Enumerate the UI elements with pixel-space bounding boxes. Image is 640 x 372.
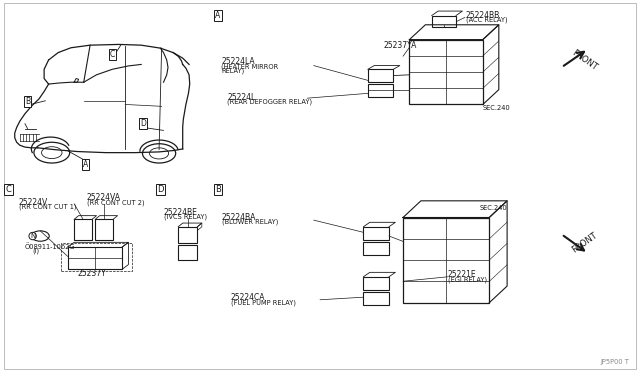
Text: 25224BB: 25224BB (466, 11, 500, 20)
Text: (REAR DEFOGGER RELAY): (REAR DEFOGGER RELAY) (227, 98, 312, 105)
Text: A: A (215, 11, 220, 20)
Text: (RR CONT CUT 1): (RR CONT CUT 1) (19, 204, 76, 211)
Text: D: D (157, 185, 164, 194)
Text: (FUEL PUMP RELAY): (FUEL PUMP RELAY) (230, 299, 296, 306)
Text: D: D (140, 119, 146, 128)
Text: Ö08911-1062G: Ö08911-1062G (25, 243, 76, 250)
Text: N: N (30, 233, 35, 239)
Text: FRONT: FRONT (570, 48, 599, 72)
Text: JP5P00 T: JP5P00 T (601, 359, 630, 365)
Bar (364, 241, 389, 254)
Bar (364, 277, 389, 290)
Text: B: B (215, 185, 221, 194)
Text: 25224LA: 25224LA (221, 57, 255, 66)
Bar (61, 243, 132, 271)
Text: B: B (25, 97, 30, 106)
Bar (68, 247, 122, 269)
Text: 25237Y: 25237Y (77, 269, 106, 278)
Text: SEC.240: SEC.240 (479, 205, 508, 211)
Bar (364, 227, 389, 240)
Text: RELAY): RELAY) (221, 67, 244, 74)
Text: 25221E: 25221E (448, 270, 476, 279)
Text: SEC.240: SEC.240 (483, 105, 511, 111)
Bar (178, 227, 197, 243)
Bar (74, 219, 92, 240)
Bar (364, 292, 389, 305)
Bar (410, 39, 483, 105)
Text: 25224L: 25224L (227, 93, 255, 102)
Text: C: C (5, 185, 12, 194)
Bar (178, 245, 197, 260)
Text: (ACC RELAY): (ACC RELAY) (466, 17, 508, 23)
Text: (BLOWER RELAY): (BLOWER RELAY) (221, 218, 278, 225)
Text: (HEATER MIRROR: (HEATER MIRROR (221, 63, 278, 70)
Text: 25224BE: 25224BE (164, 208, 197, 217)
Bar (95, 219, 113, 240)
Text: (EGI RELAY): (EGI RELAY) (448, 276, 487, 283)
Text: 25224VA: 25224VA (87, 193, 121, 202)
Bar (368, 84, 394, 97)
Text: 25224V: 25224V (19, 198, 48, 207)
Text: (I): (I) (33, 248, 40, 254)
Bar (432, 16, 456, 27)
Text: (IVCS RELAY): (IVCS RELAY) (164, 214, 207, 220)
Text: C: C (110, 50, 115, 59)
Text: FRONT: FRONT (570, 230, 599, 254)
Bar (403, 218, 489, 303)
Text: 25237YA: 25237YA (384, 41, 417, 51)
Text: 25224BA: 25224BA (221, 213, 256, 222)
Text: 25224CA: 25224CA (230, 294, 265, 302)
Text: A: A (83, 160, 88, 169)
Bar (368, 69, 394, 82)
Text: (RR CONT CUT 2): (RR CONT CUT 2) (87, 199, 145, 206)
